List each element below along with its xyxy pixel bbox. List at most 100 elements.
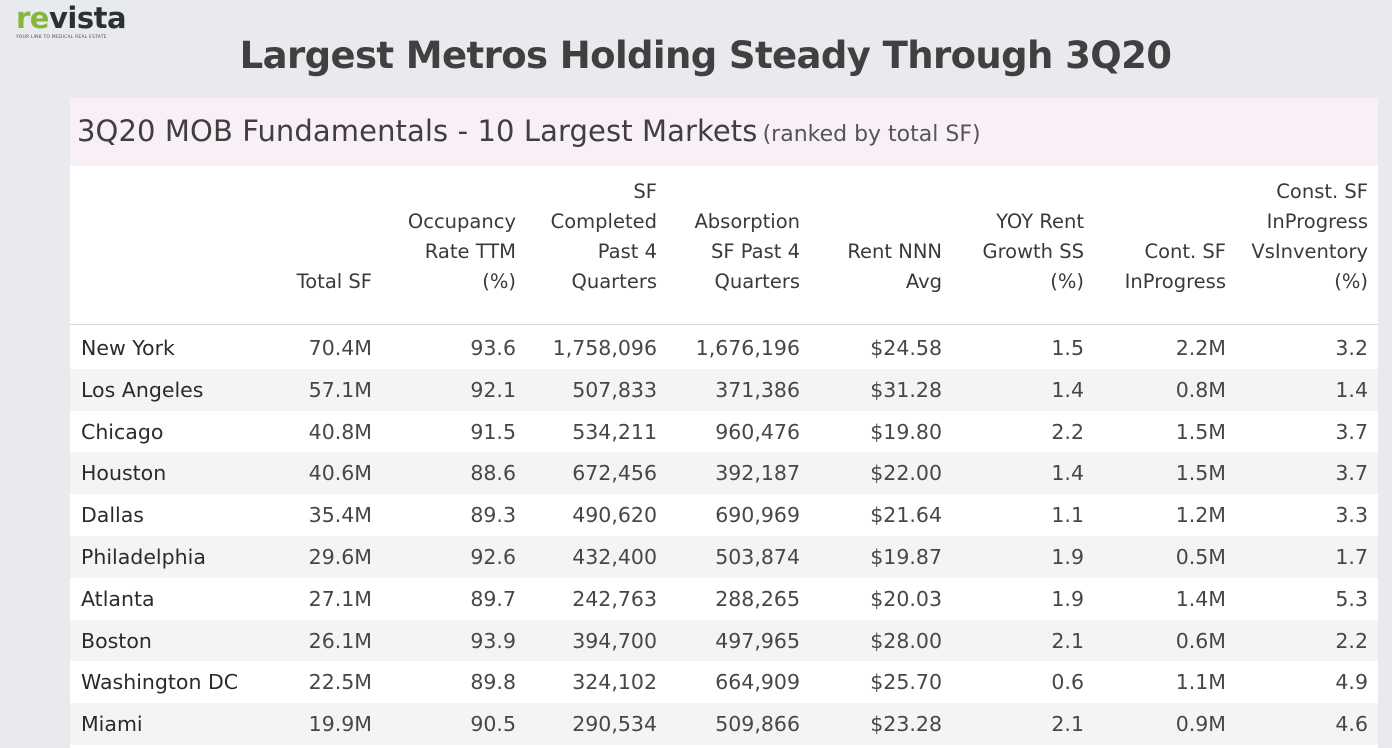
- data-cell-const-sf-inprogress-vsinventory: 3.3: [1335, 503, 1368, 528]
- data-cell-cont-sf-inprogress: 0.6M: [1175, 628, 1226, 653]
- data-cell-yoy-rent-growth-ss: 1.4: [1051, 461, 1084, 486]
- data-cell-total-sf: 57.1M: [308, 377, 372, 402]
- data-cell-absorption-sf-past-4-quarters: 371,386: [715, 377, 800, 402]
- table-title-line: 3Q20 MOB Fundamentals - 10 Largest Marke…: [77, 114, 981, 148]
- column-header-absorption-sf-past-4-quarters: Absorption SF Past 4 Quarters: [694, 210, 800, 293]
- data-cell-const-sf-inprogress-vsinventory: 1.4: [1335, 377, 1368, 402]
- data-cell-const-sf-inprogress-vsinventory: 3.2: [1335, 336, 1368, 360]
- data-cell-yoy-rent-growth-ss: 1.9: [1051, 586, 1084, 611]
- data-cell-cont-sf-inprogress: 0.8M: [1175, 377, 1226, 402]
- data-cell-sf-completed-past-4-quarters: 394,700: [572, 628, 657, 653]
- data-cell-total-sf: 70.4M: [308, 336, 372, 360]
- data-cell-total-sf: 19.9M: [308, 712, 372, 737]
- column-header-cont-sf-inprogress: Cont. SF InProgress: [1124, 240, 1226, 293]
- data-cell-rent-nnn-avg: $31.28: [870, 377, 942, 402]
- data-cell-absorption-sf-past-4-quarters: 664,909: [715, 670, 800, 695]
- data-cell-total-sf: 26.1M: [308, 628, 372, 653]
- data-cell-yoy-rent-growth-ss: 1.1: [1051, 503, 1084, 528]
- data-cell-rent-nnn-avg: $19.87: [870, 545, 942, 569]
- data-cell-rent-nnn-avg: $22.00: [870, 461, 942, 486]
- data-cell-yoy-rent-growth-ss: 0.6: [1051, 670, 1084, 695]
- market-name-cell: Chicago: [81, 419, 164, 444]
- data-cell-rent-nnn-avg: $21.64: [870, 503, 942, 528]
- data-cell-sf-completed-past-4-quarters: 432,400: [572, 545, 657, 569]
- data-cell-yoy-rent-growth-ss: 2.1: [1051, 712, 1084, 737]
- data-cell-occupancy-rate-ttm: 90.5: [470, 712, 516, 737]
- market-name-cell: Atlanta: [81, 586, 155, 611]
- data-cell-yoy-rent-growth-ss: 2.1: [1051, 628, 1084, 653]
- data-cell-cont-sf-inprogress: 1.2M: [1175, 503, 1226, 528]
- data-cell-cont-sf-inprogress: 1.4M: [1175, 586, 1226, 611]
- table-header-bar: 3Q20 MOB Fundamentals - 10 Largest Marke…: [70, 98, 1378, 166]
- data-cell-absorption-sf-past-4-quarters: 497,965: [715, 628, 800, 653]
- logo-wordmark: revista: [16, 2, 136, 34]
- data-cell-const-sf-inprogress-vsinventory: 4.9: [1335, 670, 1368, 695]
- market-name-cell: New York: [81, 336, 175, 360]
- data-cell-absorption-sf-past-4-quarters: 1,676,196: [695, 336, 800, 360]
- data-cell-const-sf-inprogress-vsinventory: 2.2: [1335, 628, 1368, 653]
- data-cell-cont-sf-inprogress: 2.2M: [1175, 336, 1226, 360]
- data-cell-occupancy-rate-ttm: 91.5: [470, 419, 516, 444]
- data-cell-absorption-sf-past-4-quarters: 392,187: [715, 461, 800, 486]
- data-cell-cont-sf-inprogress: 0.9M: [1175, 712, 1226, 737]
- data-cell-total-sf: 40.8M: [308, 419, 372, 444]
- data-cell-total-sf: 27.1M: [308, 586, 372, 611]
- table-row: Philadelphia 29.6M 92.6 432,400 503,874 $19.8…: [70, 536, 1378, 578]
- table-row: Atlanta 27.1M 89.7 242,763 288,265 $20.03 1.9 1…: [70, 578, 1378, 620]
- data-cell-cont-sf-inprogress: 1.1M: [1175, 670, 1226, 695]
- data-table-panel: 3Q20 MOB Fundamentals - 10 Largest Marke…: [70, 98, 1378, 748]
- data-cell-sf-completed-past-4-quarters: 672,456: [572, 461, 657, 486]
- market-name-cell: Los Angeles: [81, 377, 204, 402]
- column-header-rent-nnn-avg: Rent NNN Avg: [847, 240, 942, 293]
- table-row: Houston 40.6M 88.6 672,456 392,187 $22.00 1.4 1…: [70, 452, 1378, 495]
- data-cell-cont-sf-inprogress: 1.5M: [1175, 461, 1226, 486]
- data-cell-total-sf: 40.6M: [308, 461, 372, 486]
- data-cell-cont-sf-inprogress: 1.5M: [1175, 419, 1226, 444]
- table-subtitle: (ranked by total SF): [762, 122, 981, 147]
- page-title: Largest Metros Holding Steady Through 3Q…: [239, 34, 1172, 77]
- data-cell-cont-sf-inprogress: 0.5M: [1175, 545, 1226, 569]
- market-name-cell: Philadelphia: [81, 545, 206, 569]
- data-cell-occupancy-rate-ttm: 89.7: [470, 586, 516, 611]
- market-name-cell: Boston: [81, 628, 152, 653]
- market-name-cell: Houston: [81, 461, 167, 486]
- table-row: Boston 26.1M 93.9 394,700 497,965 $28.00 2.1 0.…: [70, 619, 1378, 662]
- data-cell-const-sf-inprogress-vsinventory: 4.6: [1335, 712, 1368, 737]
- data-cell-sf-completed-past-4-quarters: 507,833: [572, 377, 657, 402]
- data-cell-occupancy-rate-ttm: 89.3: [470, 503, 516, 528]
- revista-logo: revista YOUR LINK TO MEDICAL REAL ESTATE: [16, 2, 136, 42]
- data-cell-absorption-sf-past-4-quarters: 690,969: [715, 503, 800, 528]
- logo-wordmark-re: re: [16, 1, 49, 35]
- data-cell-sf-completed-past-4-quarters: 534,211: [572, 419, 657, 444]
- column-header-yoy-rent-growth-ss: YOY Rent Growth SS (%): [982, 210, 1084, 293]
- data-cell-const-sf-inprogress-vsinventory: 1.7: [1335, 545, 1368, 569]
- data-cell-yoy-rent-growth-ss: 1.4: [1051, 377, 1084, 402]
- table-row: New York 70.4M 93.6 1,758,096 1,676,196 $24.5…: [70, 327, 1378, 369]
- data-cell-const-sf-inprogress-vsinventory: 5.3: [1335, 586, 1368, 611]
- market-name-cell: Miami: [81, 712, 143, 737]
- data-cell-absorption-sf-past-4-quarters: 503,874: [715, 545, 800, 569]
- data-cell-rent-nnn-avg: $20.03: [870, 586, 942, 611]
- table-row: Los Angeles 57.1M 92.1 507,833 371,386 $31.28…: [70, 368, 1378, 411]
- table-row: Miami 19.9M 90.5 290,534 509,866 $23.28 2.1 0.9…: [70, 703, 1378, 745]
- data-cell-sf-completed-past-4-quarters: 324,102: [572, 670, 657, 695]
- column-header-sf-completed-past-4-quarters: SF Completed Past 4 Quarters: [550, 180, 657, 293]
- data-cell-rent-nnn-avg: $24.58: [870, 336, 942, 360]
- market-name-cell: Dallas: [81, 503, 144, 528]
- logo-tagline: YOUR LINK TO MEDICAL REAL ESTATE: [16, 35, 107, 40]
- table-row: Washington DC 22.5M 89.8 324,102 664,909 $25.…: [70, 661, 1378, 703]
- data-cell-absorption-sf-past-4-quarters: 960,476: [715, 419, 800, 444]
- data-cell-total-sf: 29.6M: [308, 545, 372, 569]
- table-title: 3Q20 MOB Fundamentals - 10 Largest Marke…: [77, 114, 758, 148]
- data-cell-rent-nnn-avg: $28.00: [870, 628, 942, 653]
- data-cell-occupancy-rate-ttm: 92.1: [470, 377, 516, 402]
- data-cell-rent-nnn-avg: $25.70: [870, 670, 942, 695]
- data-cell-absorption-sf-past-4-quarters: 288,265: [715, 586, 800, 611]
- column-header-occupancy-rate-ttm: Occupancy Rate TTM (%): [407, 210, 516, 293]
- data-cell-occupancy-rate-ttm: 93.6: [470, 336, 516, 360]
- data-cell-total-sf: 22.5M: [308, 670, 372, 695]
- data-cell-rent-nnn-avg: $19.80: [870, 419, 942, 444]
- data-cell-occupancy-rate-ttm: 92.6: [470, 545, 516, 569]
- table-row: Chicago 40.8M 91.5 534,211 960,476 $19.80 2.2 1…: [70, 411, 1378, 453]
- header-divider: [70, 324, 1378, 325]
